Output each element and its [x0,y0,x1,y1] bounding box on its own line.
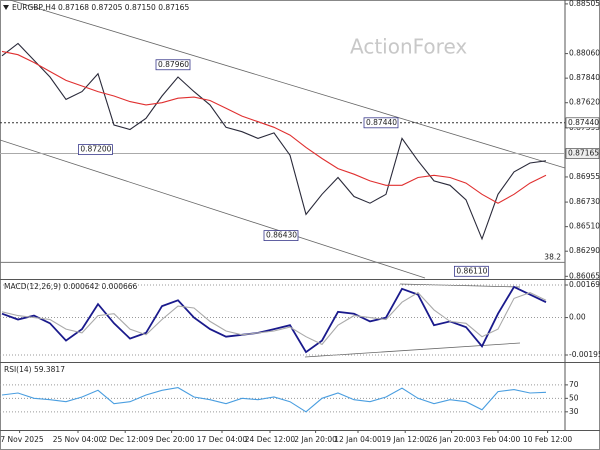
annotation-label: 0.86110 [456,266,487,275]
fib-label: 38.2 [544,252,561,261]
x-tick-label: 3 Feb 04:00 [476,435,521,444]
y-tick-label: 0.87840 [569,73,600,82]
x-tick-label: 25 Nov 04:00 [53,435,104,444]
series-line [1,285,547,354]
x-tick-label: 19 Jan 12:00 [381,435,429,444]
x-tick-label: 9 Dec 20:00 [149,435,195,444]
x-tick-label: 2 Jan 20:00 [294,435,337,444]
annotation-box [453,265,489,277]
y-tick-label: 0.001698 [569,280,600,289]
annotation-box [263,230,299,241]
y-tick-label: 50 [569,393,579,402]
y-tick-label: 30 [569,407,579,416]
annotation-box [363,117,399,129]
annotation-label: 0.87200 [80,145,111,154]
series-line [1,50,547,204]
rsi-title: RSI(14) 59.3817 [4,365,65,374]
annotation-label: 0.86430 [266,231,297,240]
y-tick-label: -0.001953 [569,350,600,359]
x-tick-label: 12 Jan 04:00 [334,435,382,444]
price-level-box [565,148,600,159]
annotation-label: 0.87440 [366,118,397,127]
y-tick-label: 0.86730 [569,197,600,206]
ohlc-readout: 0.87168 0.87205 0.87150 0.87165 [58,3,189,12]
price-level-box [565,117,600,129]
channel-line [0,139,426,279]
y-tick-label: 0.86065 [569,271,600,280]
series-line [1,291,547,346]
y-tick-label: 70 [569,380,579,389]
chart-title: EURGBP,H4 [12,3,56,12]
y-tick-label: 0.00 [569,313,586,322]
x-tick-label: 2 Dec 12:00 [102,435,148,444]
y-tick-label: 0.86955 [569,172,600,181]
y-tick-label: 0.86510 [569,222,600,231]
annotation-box [155,59,191,71]
watermark: ActionForex [350,35,467,59]
macd-title: MACD(12,26,9) 0.000642 0.000666 [4,282,138,291]
annotation-label: 0.87960 [158,60,189,69]
x-tick-label: 24 Dec 12:00 [245,435,296,444]
y-tick-label: 0.88060 [569,49,600,58]
series-line [1,387,547,413]
y-tick-label: 0.88505 [569,0,600,8]
macd-trend-line [304,342,521,358]
x-tick-label: 17 Nov 2025 [0,435,44,444]
annotation-box [78,144,113,156]
series-line [1,42,547,241]
x-tick-label: 10 Feb 12:00 [523,435,572,444]
x-tick-label: 26 Jan 20:00 [428,435,476,444]
menu-arrow[interactable] [3,5,9,10]
channel-line [9,0,566,169]
y-tick-label: 0.86290 [569,246,600,255]
price-level-label: 0.87165 [568,149,599,158]
price-level-label: 0.87440 [568,118,599,127]
y-tick-label: 0.87620 [569,98,600,107]
x-tick-label: 17 Dec 04:00 [197,435,248,444]
